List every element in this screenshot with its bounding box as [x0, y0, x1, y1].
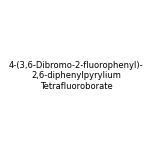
Text: 4-(3,6-Dibromo-2-fluorophenyl)-
2,6-diphenylpyrylium
Tetrafluoroborate: 4-(3,6-Dibromo-2-fluorophenyl)- 2,6-diph…: [9, 61, 143, 91]
